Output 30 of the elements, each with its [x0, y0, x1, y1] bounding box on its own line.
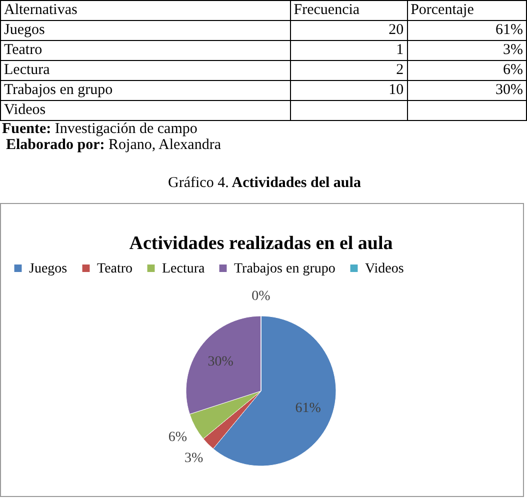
legend-label: Teatro — [97, 261, 133, 276]
legend-label: Juegos — [29, 261, 68, 276]
text: Trabajos en grupo — [0, 80, 290, 100]
text: 6% — [407, 60, 526, 80]
text: Frecuencia — [290, 0, 408, 20]
text: 3% — [407, 40, 526, 60]
data-label: 3% — [184, 451, 204, 466]
chart-title: Actividades realizadas en el aula — [129, 233, 394, 254]
data-label: 61% — [295, 400, 322, 416]
text: Lectura — [0, 60, 290, 80]
text: Alternativas — [0, 0, 290, 20]
legend-label: Videos — [365, 261, 404, 276]
text: 2 — [290, 60, 408, 80]
text: 0% — [252, 289, 270, 304]
text: Gráfico 4. Actividades del aula — [167, 175, 362, 193]
text: Videos — [0, 100, 290, 120]
text: 30% — [407, 80, 526, 100]
text: Elaborado por: Rojano, Alexandra — [5, 137, 222, 153]
text: 10 — [290, 80, 408, 100]
legend-label: Trabajos en grupo — [234, 261, 336, 276]
source-note: Fuente: Investigación de campo — [1, 121, 198, 137]
text: Juegos — [0, 20, 290, 40]
text: 20 — [290, 20, 408, 40]
text: Teatro — [0, 40, 290, 60]
text: 1 — [290, 40, 408, 60]
data-label: 6% — [168, 430, 188, 445]
text: 61% — [407, 20, 526, 40]
legend-label: Lectura — [162, 261, 206, 276]
data-label: 30% — [208, 354, 234, 370]
text: Porcentaje — [407, 0, 526, 20]
